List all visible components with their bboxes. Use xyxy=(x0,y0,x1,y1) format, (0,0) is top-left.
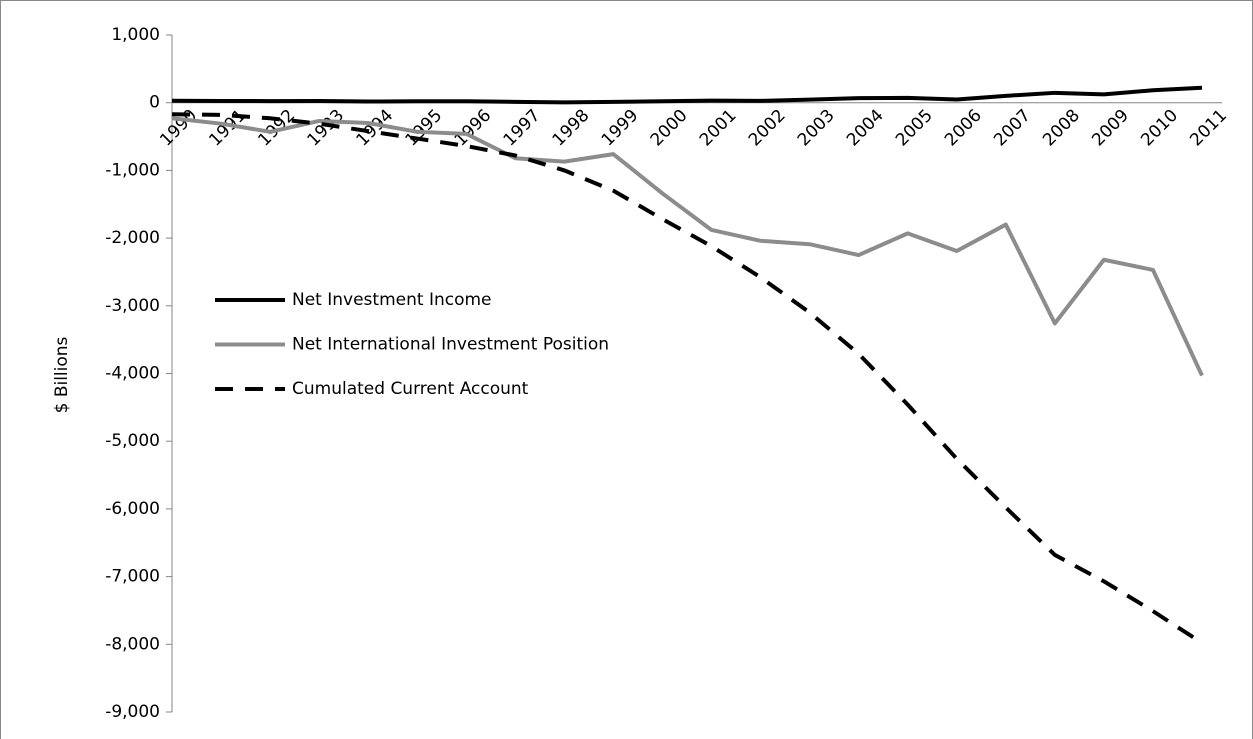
x-tick-label: 2009 xyxy=(1088,106,1133,151)
x-tick-label: 1993 xyxy=(303,106,348,151)
x-tick-label: 2005 xyxy=(892,106,937,151)
y-tick-label: -2,000 xyxy=(105,228,160,248)
y-axis-label: $ Billions xyxy=(52,336,72,413)
y-tick-label: 1,000 xyxy=(111,25,160,45)
y-tick-label: -7,000 xyxy=(105,567,160,587)
y-tick-label: -1,000 xyxy=(105,160,160,180)
x-tick-label: 1997 xyxy=(500,106,545,151)
y-tick-label: -8,000 xyxy=(105,634,160,654)
legend-label: Net Investment Income xyxy=(292,290,492,310)
legend-label: Net International Investment Position xyxy=(292,335,609,355)
x-tick-label: 2007 xyxy=(990,106,1035,151)
x-tick-label: 2003 xyxy=(794,106,839,151)
x-tick-label: 1998 xyxy=(549,106,594,151)
x-tick-label: 2002 xyxy=(745,106,790,151)
x-tick-label: 2008 xyxy=(1039,106,1084,151)
x-tick-label: 2011 xyxy=(1186,106,1231,151)
y-tick-label: 0 xyxy=(149,93,160,113)
series-line xyxy=(171,85,1203,105)
x-tick-label: 2006 xyxy=(941,106,986,151)
legend-label: Cumulated Current Account xyxy=(292,379,529,399)
x-tick-label: 2004 xyxy=(843,106,888,151)
x-tick-label: 1999 xyxy=(598,106,643,151)
y-tick-label: -3,000 xyxy=(105,296,160,316)
y-tick-label: -4,000 xyxy=(105,364,160,384)
x-tick-label: 2010 xyxy=(1137,106,1182,151)
y-tick-label: -9,000 xyxy=(105,702,160,722)
y-tick-label: -5,000 xyxy=(105,431,160,451)
y-tick-label: -6,000 xyxy=(105,499,160,519)
x-tick-label: 1995 xyxy=(402,106,447,151)
series-line xyxy=(171,116,1204,377)
series-line xyxy=(171,112,1204,645)
x-tick-label: 2000 xyxy=(647,106,692,151)
x-tick-label: 2001 xyxy=(696,106,741,151)
